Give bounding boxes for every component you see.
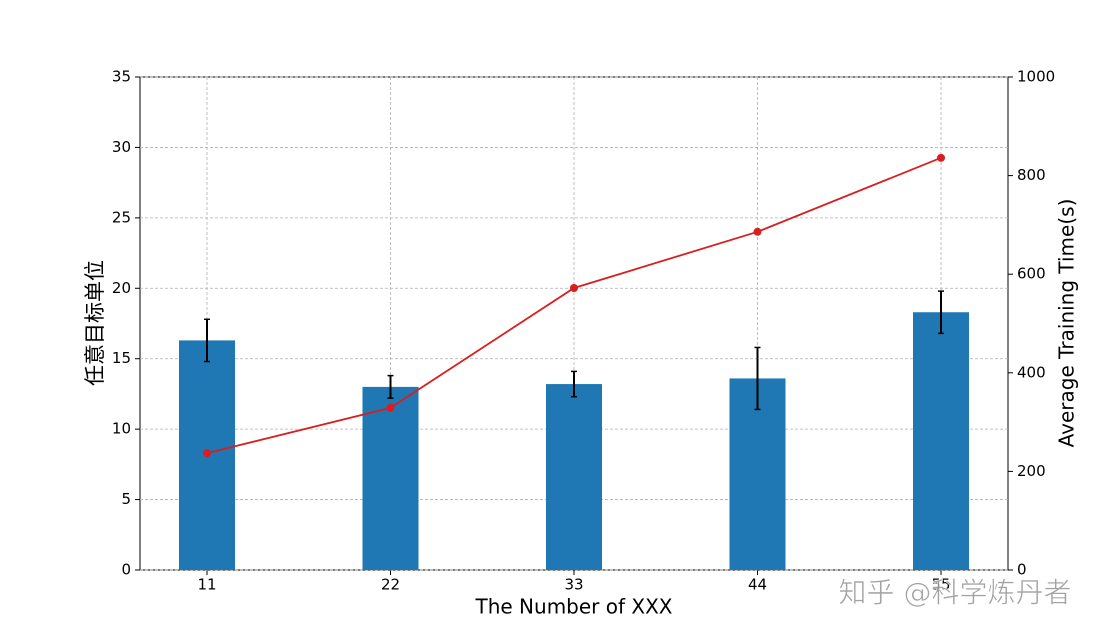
line-marker	[570, 284, 578, 293]
y2-tick-label: 1000	[1017, 68, 1055, 86]
y-tick-label: 25	[112, 208, 131, 226]
x-tick-label: 22	[381, 576, 400, 594]
line-marker	[937, 153, 945, 162]
x-tick-label: 55	[931, 576, 950, 594]
y2-tick-label: 600	[1017, 265, 1046, 283]
y-tick-label: 15	[112, 349, 131, 367]
x-tick-label: 44	[748, 576, 767, 594]
y-tick-label: 35	[112, 68, 131, 86]
x-axis-label: The Number of XXX	[475, 595, 673, 619]
line-marker	[386, 403, 395, 412]
watermark: 知乎 @科学炼丹者	[839, 576, 1072, 609]
bar	[546, 384, 602, 570]
y-tick-label: 10	[112, 420, 131, 438]
y2-tick-label: 0	[1017, 561, 1027, 579]
y-axis-label: 任意目标单位	[83, 260, 107, 386]
line-marker	[203, 449, 211, 458]
bar	[913, 312, 969, 570]
bar	[362, 386, 419, 570]
x-tick-label: 33	[564, 576, 583, 594]
y2-tick-label: 400	[1017, 363, 1046, 381]
bar	[729, 378, 786, 570]
y-tick-label: 5	[121, 490, 131, 508]
line-marker	[753, 227, 762, 236]
y2-tick-label: 200	[1017, 462, 1046, 480]
x-tick-label: 11	[197, 576, 216, 594]
y-tick-label: 0	[121, 561, 131, 579]
y-tick-label: 30	[112, 138, 131, 156]
y2-tick-label: 800	[1017, 166, 1046, 184]
y2-axis-label: Average Training Time(s)	[1055, 199, 1079, 448]
y-tick-label: 20	[112, 279, 131, 297]
